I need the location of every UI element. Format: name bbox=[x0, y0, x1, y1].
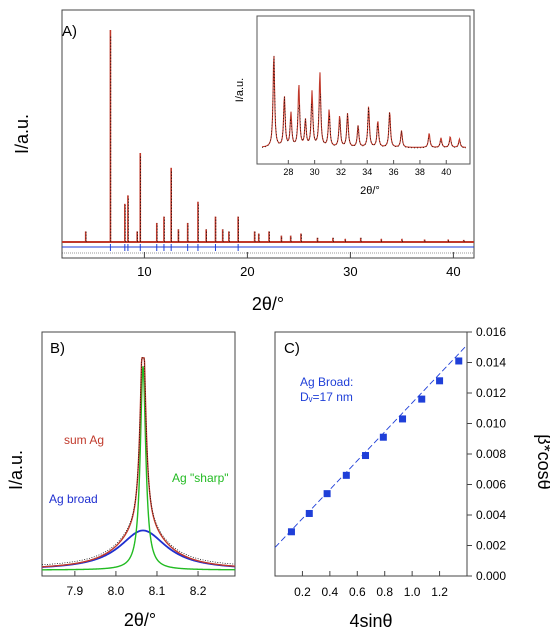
panel-b: B) 7.9 8.0 8.1 8.2 2θ/° I/a.u. sum Ag Ag br… bbox=[6, 331, 236, 630]
panel-c: C) Ag Broad: Dᵥ=17 nm 0.2 0.4 0.6 0.8 1.0 1.2… bbox=[274, 325, 550, 631]
y-tick-label: 0.008 bbox=[476, 447, 506, 461]
x-tick-label: 8.1 bbox=[149, 584, 166, 598]
ag-broad-curve bbox=[41, 529, 236, 568]
x-tick-label: 40 bbox=[446, 264, 460, 279]
inset-y-axis-label: I/a.u. bbox=[234, 78, 246, 102]
panel-c-y-ticks: 0.000 0.002 0.004 0.006 0.008 0.010 0.012 0.014… bbox=[467, 325, 506, 583]
inset-x-tick-label: 34 bbox=[362, 167, 372, 177]
panel-a-x-axis-label: 2θ/° bbox=[252, 294, 284, 314]
y-tick-label: 0.002 bbox=[476, 539, 506, 553]
panel-a-inset: 28 30 32 34 36 38 40 2θ/° I/a.u. bbox=[234, 15, 471, 197]
panel-b-y-axis-label: I/a.u. bbox=[6, 450, 26, 490]
annotation-line-1: Ag Broad: bbox=[300, 375, 353, 389]
panel-a-frame bbox=[61, 9, 475, 259]
x-tick-label: 0.8 bbox=[376, 585, 393, 599]
data-point bbox=[418, 395, 426, 403]
x-tick-label: 7.9 bbox=[67, 584, 84, 598]
x-tick-label: 10 bbox=[137, 264, 151, 279]
panel-c-label: C) bbox=[284, 340, 300, 357]
x-tick-label: 1.2 bbox=[431, 585, 448, 599]
observed-curve bbox=[41, 357, 236, 566]
data-point bbox=[436, 377, 444, 385]
y-tick-label: 0.014 bbox=[476, 356, 506, 370]
x-tick-label: 0.2 bbox=[294, 585, 311, 599]
panel-b-profiles bbox=[41, 357, 236, 571]
panel-a-x-ticks: 10 20 30 40 bbox=[137, 252, 461, 279]
panel-c-x-ticks: 0.2 0.4 0.6 0.8 1.0 1.2 bbox=[294, 571, 448, 599]
inset-observed-curve bbox=[261, 56, 467, 149]
annotation-line-2: Dᵥ=17 nm bbox=[300, 390, 353, 404]
y-tick-label: 0.006 bbox=[476, 478, 506, 492]
data-point bbox=[362, 452, 370, 460]
sum-ag-curve bbox=[41, 357, 236, 568]
x-tick-label: 8.0 bbox=[108, 584, 125, 598]
legend-sum-ag: sum Ag bbox=[64, 433, 104, 447]
legend-ag-broad: Ag broad bbox=[49, 492, 98, 506]
panel-b-x-ticks: 7.9 8.0 8.1 8.2 bbox=[67, 571, 207, 598]
inset-x-ticks: 28 30 32 34 36 38 40 bbox=[283, 160, 451, 177]
inset-x-tick-label: 30 bbox=[310, 167, 320, 177]
inset-pattern bbox=[261, 55, 467, 149]
panel-a-pattern bbox=[62, 30, 474, 254]
legend-ag-sharp: Ag "sharp" bbox=[172, 471, 229, 485]
x-tick-label: 30 bbox=[343, 264, 357, 279]
panel-c-x-axis-label: 4sinθ bbox=[349, 611, 392, 631]
panel-c-plot bbox=[274, 344, 468, 548]
data-point bbox=[399, 415, 407, 423]
panel-b-frame bbox=[41, 331, 236, 577]
data-point bbox=[323, 490, 331, 498]
data-point bbox=[455, 357, 463, 365]
panel-c-y-axis-label: β*cosθ bbox=[534, 434, 550, 489]
inset-x-tick-label: 36 bbox=[389, 167, 399, 177]
data-point bbox=[379, 433, 387, 441]
panel-a-label: A) bbox=[62, 23, 77, 40]
inset-calculated-curve bbox=[261, 55, 467, 148]
y-tick-label: 0.010 bbox=[476, 417, 506, 431]
inset-x-tick-label: 28 bbox=[283, 167, 293, 177]
x-tick-label: 1.0 bbox=[404, 585, 421, 599]
data-point bbox=[305, 509, 313, 517]
inset-x-tick-label: 32 bbox=[336, 167, 346, 177]
y-tick-label: 0.016 bbox=[476, 325, 506, 339]
y-tick-label: 0.004 bbox=[476, 508, 506, 522]
inset-x-axis-label: 2θ/° bbox=[360, 185, 380, 197]
inset-x-tick-label: 40 bbox=[441, 167, 451, 177]
y-tick-label: 0.000 bbox=[476, 569, 506, 583]
inset-frame bbox=[256, 15, 471, 165]
y-tick-label: 0.012 bbox=[476, 386, 506, 400]
panel-a: A) 10 20 30 40 2θ/° I/a.u. 28 30 32 34 36 38 40 2… bbox=[12, 9, 475, 314]
x-tick-label: 8.2 bbox=[190, 584, 207, 598]
data-point bbox=[342, 471, 350, 479]
inset-x-tick-label: 38 bbox=[415, 167, 425, 177]
ag-sharp-curve bbox=[41, 366, 236, 571]
x-tick-label: 0.6 bbox=[349, 585, 366, 599]
panel-a-y-axis-label: I/a.u. bbox=[12, 114, 32, 154]
data-point bbox=[287, 528, 295, 536]
panel-c-frame bbox=[274, 331, 468, 577]
panel-b-x-axis-label: 2θ/° bbox=[124, 610, 156, 630]
x-tick-label: 0.4 bbox=[322, 585, 339, 599]
x-tick-label: 20 bbox=[240, 264, 254, 279]
panel-b-label: B) bbox=[50, 340, 65, 357]
